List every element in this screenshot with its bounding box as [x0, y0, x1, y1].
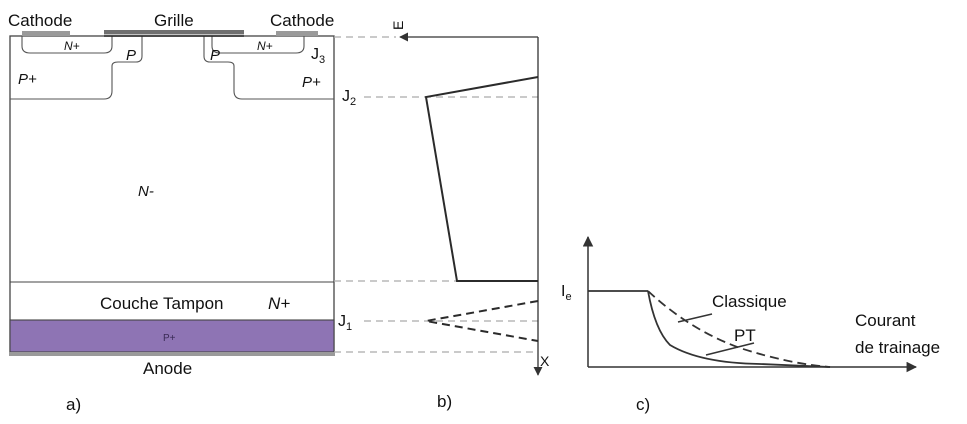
n-minus-label: N- [138, 183, 154, 200]
panel-b-field-profile: E X b) [334, 21, 550, 411]
p-plus-well-left [10, 36, 143, 100]
n-plus-region-left [21, 36, 113, 54]
field-profile-dashed [425, 300, 539, 342]
cathode-contact-right [276, 31, 318, 36]
cathode-contact-left [22, 31, 70, 36]
axis-e-label: E [390, 21, 406, 30]
pt-curve [647, 290, 831, 368]
panel-b-label: b) [437, 392, 452, 411]
p-plus-label-right: P+ [302, 74, 321, 91]
classique-curve [647, 290, 831, 368]
grille-label: Grille [154, 11, 194, 30]
couche-tampon-label: Couche Tampon [100, 294, 224, 313]
n-plus-label-left: N+ [64, 39, 80, 53]
j2-label: J2 [342, 88, 356, 108]
j1-label: J1 [338, 313, 352, 333]
anode-label: Anode [143, 359, 192, 378]
panel-c-label: c) [636, 395, 650, 414]
cathode-label-left: Cathode [8, 11, 72, 30]
p-plus-well-right [203, 36, 334, 100]
p-label-left: P [126, 47, 136, 64]
axis-x-label: X [540, 353, 550, 369]
classique-label: Classique [712, 292, 787, 311]
p-plus-label-left: P+ [18, 71, 37, 88]
courant-label-line1: Courant [855, 311, 916, 330]
field-profile-solid [424, 76, 539, 282]
n-plus-label-right: N+ [257, 39, 273, 53]
anode-metal [9, 352, 335, 356]
courant-label-line2: de trainage [855, 338, 940, 357]
j3-label: J3 [311, 46, 325, 66]
panel-c-tail-current: Ie Classique PT Courant de trainage c) [561, 235, 940, 414]
classique-leader [677, 313, 713, 323]
p-plus-anode-layer [9, 319, 335, 353]
n-plus-region-right [211, 36, 305, 54]
ie-label: Ie [561, 283, 572, 303]
gate-oxide [104, 33, 244, 36]
pt-leader [705, 342, 755, 356]
panel-a-cross-section: Cathode Grille Cathode N+ N+ P P P+ P+ J… [8, 11, 356, 414]
cathode-label-right: Cathode [270, 11, 334, 30]
panel-a-label: a) [66, 395, 81, 414]
pt-label: PT [734, 326, 756, 345]
couche-tampon-n-plus-label: N+ [268, 294, 290, 313]
p-plus-anode-label: P+ [163, 333, 176, 344]
gate-electrode [104, 30, 244, 34]
p-label-right: P [210, 47, 220, 64]
